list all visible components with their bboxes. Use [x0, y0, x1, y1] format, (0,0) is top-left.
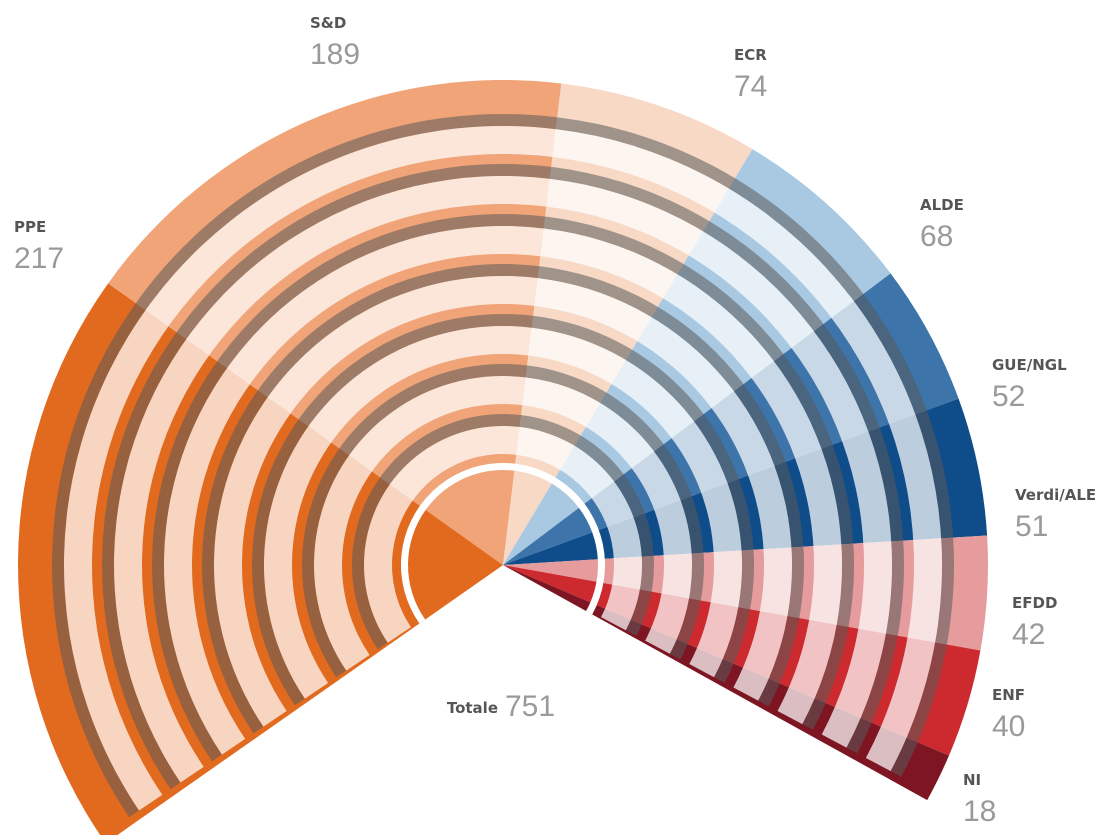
seat-row — [313, 375, 692, 671]
label-efdd: EFDD — [1012, 594, 1057, 612]
inner-wedges — [408, 470, 598, 620]
label-alde: ALDE — [920, 196, 964, 214]
count-ppe: 217 — [14, 242, 64, 275]
center-slice-verdi-ale — [503, 532, 598, 565]
count-ni: 18 — [963, 795, 996, 828]
center-slice-alde — [503, 483, 579, 565]
count-gue-ngl: 52 — [992, 380, 1025, 413]
seat-row — [263, 325, 742, 699]
count-enf: 40 — [992, 710, 1025, 743]
count-s-d: 189 — [310, 38, 360, 71]
label-ppe: PPE — [14, 218, 46, 236]
center-slice-enf — [503, 565, 597, 603]
label-ecr: ECR — [734, 46, 767, 64]
seat-row — [364, 426, 642, 643]
label-ni: NI — [963, 771, 981, 789]
total-value: 751 — [505, 690, 555, 723]
center-slice-ecr — [503, 470, 552, 565]
center-slice-gue-ngl — [503, 507, 593, 565]
label-enf: ENF — [992, 686, 1025, 704]
party-labels: PPE 217 S&D 189 ECR 74 ALDE 68 GUE/NGL 52 Verdi/AL… — [14, 14, 1096, 828]
count-verdi-ale: 51 — [1015, 510, 1048, 543]
center-slice-s-d — [425, 470, 515, 565]
count-alde: 68 — [920, 220, 953, 253]
total-label: Totale — [447, 699, 498, 717]
label-s-d: S&D — [310, 14, 346, 32]
center-slice-ni — [503, 565, 591, 612]
center-slice-efdd — [503, 559, 598, 582]
count-efdd: 42 — [1012, 618, 1045, 651]
center-slice-ppe — [408, 509, 503, 620]
label-verdi-ale: Verdi/ALE — [1015, 486, 1096, 504]
label-gue-ngl: GUE/NGL — [992, 356, 1067, 374]
count-ecr: 74 — [734, 70, 767, 103]
